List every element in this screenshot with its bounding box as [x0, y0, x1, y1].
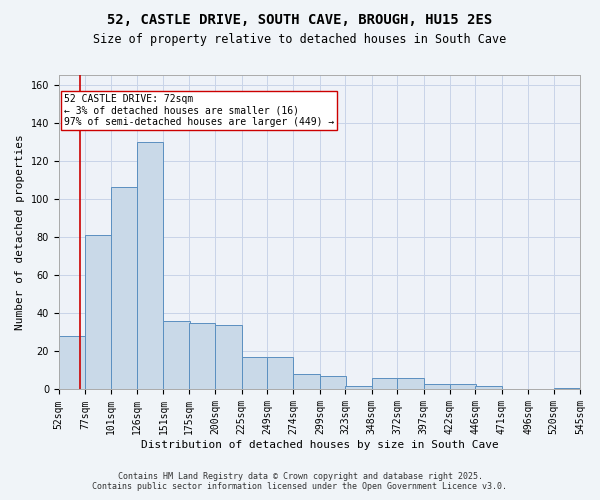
Bar — [554, 388, 580, 390]
Bar — [424, 384, 450, 390]
Bar — [397, 378, 424, 390]
Bar — [267, 357, 293, 390]
Bar — [242, 357, 268, 390]
Bar — [85, 235, 112, 390]
Bar — [189, 323, 215, 390]
Text: Size of property relative to detached houses in South Cave: Size of property relative to detached ho… — [94, 32, 506, 46]
Bar — [345, 386, 372, 390]
Bar — [110, 188, 137, 390]
Bar — [320, 376, 346, 390]
Text: 52, CASTLE DRIVE, SOUTH CAVE, BROUGH, HU15 2ES: 52, CASTLE DRIVE, SOUTH CAVE, BROUGH, HU… — [107, 12, 493, 26]
Bar — [475, 386, 502, 390]
Bar — [450, 384, 476, 390]
Text: Contains public sector information licensed under the Open Government Licence v3: Contains public sector information licen… — [92, 482, 508, 491]
Text: 52 CASTLE DRIVE: 72sqm
← 3% of detached houses are smaller (16)
97% of semi-deta: 52 CASTLE DRIVE: 72sqm ← 3% of detached … — [64, 94, 334, 128]
Bar — [215, 324, 242, 390]
X-axis label: Distribution of detached houses by size in South Cave: Distribution of detached houses by size … — [140, 440, 498, 450]
Bar — [372, 378, 398, 390]
Text: Contains HM Land Registry data © Crown copyright and database right 2025.: Contains HM Land Registry data © Crown c… — [118, 472, 482, 481]
Y-axis label: Number of detached properties: Number of detached properties — [15, 134, 25, 330]
Bar — [163, 321, 190, 390]
Bar — [137, 142, 163, 390]
Bar — [59, 336, 85, 390]
Bar — [293, 374, 320, 390]
